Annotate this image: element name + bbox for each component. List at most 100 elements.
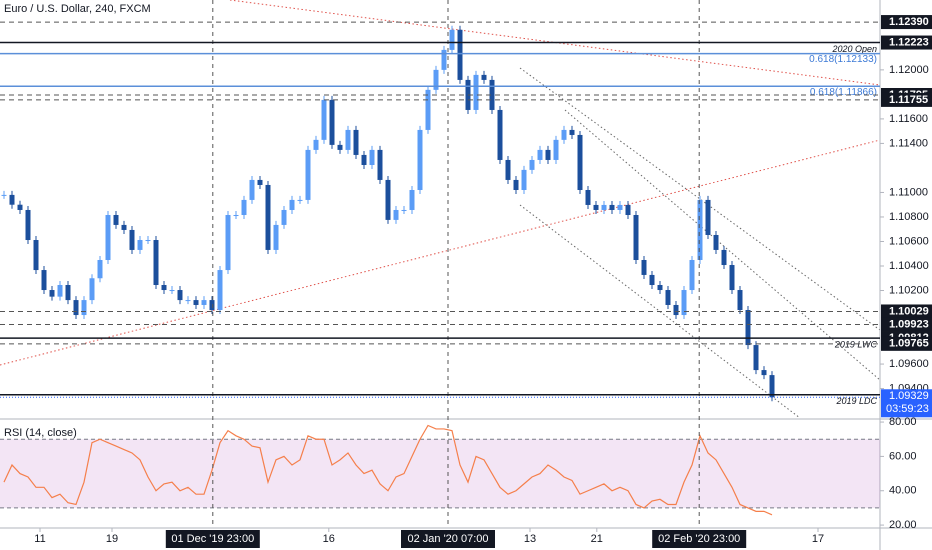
candle bbox=[65, 285, 71, 301]
candle bbox=[609, 204, 615, 210]
candle bbox=[17, 204, 23, 210]
candle bbox=[561, 129, 567, 140]
rsi-tick-label: 20.00 bbox=[889, 519, 917, 531]
trendline bbox=[229, 0, 881, 86]
level-box bbox=[881, 15, 932, 30]
candle bbox=[481, 74, 487, 80]
candle bbox=[433, 69, 439, 90]
candle bbox=[121, 224, 127, 230]
candle bbox=[9, 194, 15, 205]
candle bbox=[345, 129, 351, 150]
candle bbox=[425, 89, 431, 130]
chart-title: Euro / U.S. Dollar, 240, FXCM bbox=[4, 3, 151, 15]
level-box bbox=[881, 92, 932, 107]
level-note: 0.618(1.12133) bbox=[809, 54, 877, 65]
candle bbox=[673, 304, 679, 316]
candle bbox=[225, 215, 231, 271]
candle bbox=[417, 129, 423, 190]
candle bbox=[41, 270, 47, 291]
level-box bbox=[881, 336, 932, 351]
rsi-tick-label: 60.00 bbox=[889, 450, 917, 462]
candle bbox=[505, 159, 511, 180]
candle bbox=[249, 179, 255, 200]
candle bbox=[313, 139, 319, 150]
candle bbox=[161, 285, 167, 291]
level-label: 1.11755 bbox=[889, 94, 928, 106]
candle bbox=[145, 240, 151, 242]
candle bbox=[537, 149, 543, 160]
level-label: 1.09765 bbox=[889, 338, 929, 350]
x-tick-label: 13 bbox=[524, 533, 536, 545]
candle bbox=[297, 199, 303, 201]
level-note: 2019 LDC bbox=[835, 396, 877, 406]
candle bbox=[721, 249, 727, 266]
candle bbox=[681, 290, 687, 316]
x-tick-label: 02 Feb '20 23:00 bbox=[658, 533, 740, 545]
channel-line bbox=[564, 109, 881, 381]
plot bbox=[0, 25, 880, 516]
candle bbox=[625, 204, 631, 216]
candle bbox=[409, 190, 415, 210]
candle bbox=[593, 204, 599, 210]
x-tick-label: 17 bbox=[812, 533, 824, 545]
candle bbox=[129, 229, 135, 250]
rsi-tick-label: 80.00 bbox=[889, 416, 917, 428]
y-tick-label: 1.10600 bbox=[889, 235, 929, 247]
candle bbox=[289, 199, 295, 210]
x-tick-label: 21 bbox=[591, 533, 603, 545]
level-label: 1.10029 bbox=[889, 305, 929, 317]
candle bbox=[33, 240, 39, 271]
candle bbox=[649, 274, 655, 285]
candle bbox=[113, 215, 119, 225]
candle bbox=[617, 204, 623, 210]
candle bbox=[81, 300, 87, 316]
candle bbox=[305, 149, 311, 200]
candle bbox=[233, 215, 239, 217]
y-tick-label: 1.12000 bbox=[889, 64, 929, 76]
candle bbox=[377, 149, 383, 180]
candle bbox=[713, 234, 719, 250]
candle bbox=[73, 300, 79, 316]
candle bbox=[457, 29, 463, 80]
candle bbox=[553, 139, 559, 160]
x-tick-label: 11 bbox=[34, 533, 45, 545]
candle bbox=[217, 270, 223, 311]
candle bbox=[385, 179, 391, 220]
candle bbox=[201, 300, 207, 305]
candle bbox=[633, 215, 639, 260]
level-label: 1.12390 bbox=[889, 16, 929, 28]
candle bbox=[353, 129, 359, 155]
candle bbox=[665, 290, 671, 305]
level-note: 2020 Open bbox=[831, 44, 877, 54]
candle bbox=[569, 129, 575, 135]
x-tick-box bbox=[165, 530, 260, 548]
candle bbox=[729, 265, 735, 291]
candle bbox=[89, 278, 95, 301]
candle bbox=[449, 29, 455, 50]
candle bbox=[585, 190, 591, 205]
level-box bbox=[881, 304, 932, 319]
candle bbox=[329, 99, 335, 145]
candle bbox=[49, 290, 55, 297]
candle bbox=[441, 49, 447, 70]
x-tick-label: 16 bbox=[323, 533, 335, 545]
candle bbox=[705, 199, 711, 235]
candle bbox=[401, 209, 407, 211]
candle bbox=[177, 290, 183, 301]
candle bbox=[193, 300, 199, 305]
y-tick-label: 1.11000 bbox=[889, 186, 928, 198]
y-tick-label: 1.10800 bbox=[889, 211, 929, 223]
candle bbox=[657, 285, 663, 291]
candle bbox=[513, 179, 519, 190]
candle bbox=[761, 370, 767, 376]
drawings bbox=[0, 0, 881, 419]
candle bbox=[737, 290, 743, 311]
candle bbox=[321, 99, 327, 140]
candle bbox=[545, 149, 551, 160]
level-box bbox=[881, 317, 932, 332]
candle bbox=[753, 345, 759, 371]
level-label: 1.12223 bbox=[889, 36, 929, 48]
x-tick-label: 02 Jan '20 07:00 bbox=[407, 533, 488, 545]
price-label: 1.09329 bbox=[889, 390, 929, 402]
